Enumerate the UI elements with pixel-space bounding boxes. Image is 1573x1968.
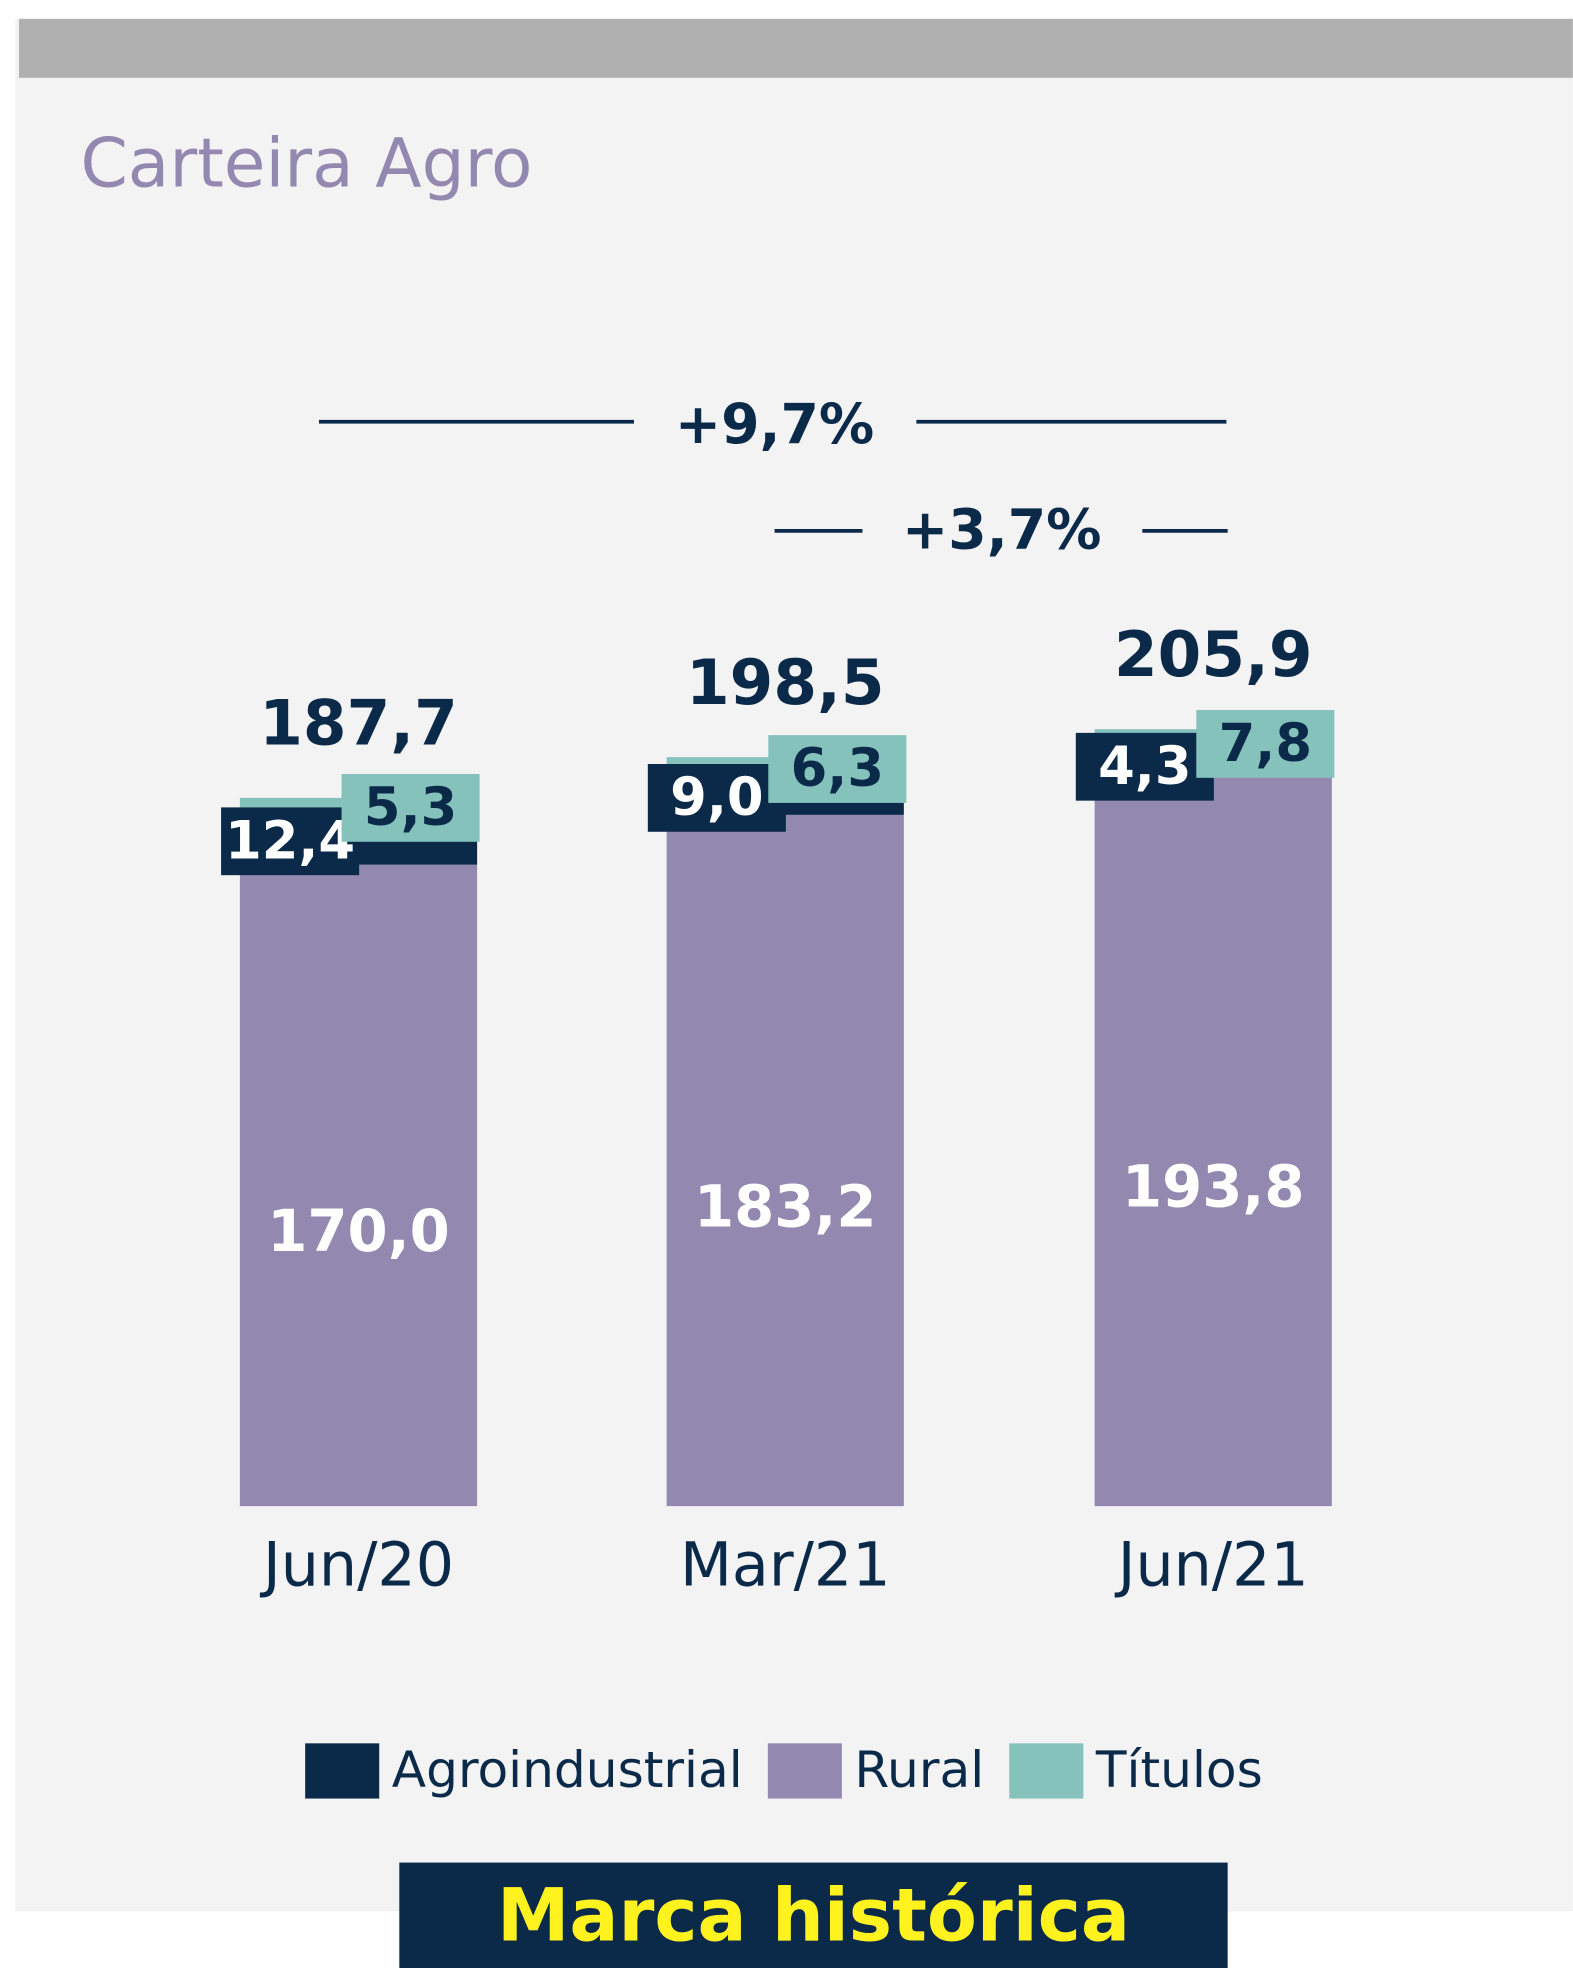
x-tick-label: Mar/21 (680, 1530, 891, 1600)
bar-segment (666, 814, 904, 1507)
value-label: 6,3 (791, 738, 884, 799)
total-label: 205,9 (1114, 618, 1312, 691)
legend-swatch (305, 1743, 380, 1799)
value-label: 5,3 (364, 777, 457, 838)
legend-label: Agroindustrial (392, 1740, 743, 1799)
value-label-box (1075, 732, 1214, 801)
value-label: 7,8 (1219, 713, 1312, 774)
legend-swatch (1009, 1743, 1084, 1799)
x-tick-label: Jun/20 (259, 1530, 454, 1600)
value-label-box (1196, 710, 1335, 778)
value-label: 170,0 (267, 1197, 450, 1265)
chart-title: Carteira Agro (81, 124, 533, 203)
value-label-box (221, 807, 360, 876)
value-label-box (647, 763, 786, 832)
value-label: 12,4 (225, 810, 355, 871)
annotation: +9,7% (675, 393, 874, 457)
banner: Marca histórica (497, 1873, 1130, 1958)
total-label: 198,5 (686, 646, 884, 719)
banner-box (399, 1862, 1228, 1968)
value-label: 193,8 (1122, 1152, 1305, 1220)
x-tick-label: Jun/21 (1114, 1530, 1309, 1600)
legend-label: Rural (854, 1740, 984, 1799)
bar-segment (1094, 774, 1332, 1507)
top-bar (19, 18, 1573, 78)
annotation: +3,7% (902, 499, 1101, 563)
value-label: 9,0 (670, 767, 763, 828)
value-label-box (341, 773, 480, 842)
value-label-box (768, 735, 907, 803)
legend-swatch (767, 1743, 842, 1799)
value-label: 183,2 (694, 1172, 877, 1240)
value-label: 4,3 (1098, 736, 1191, 797)
bar-segment (239, 864, 478, 1507)
total-label: 187,7 (259, 687, 457, 760)
legend-label: Títulos (1095, 1740, 1263, 1799)
